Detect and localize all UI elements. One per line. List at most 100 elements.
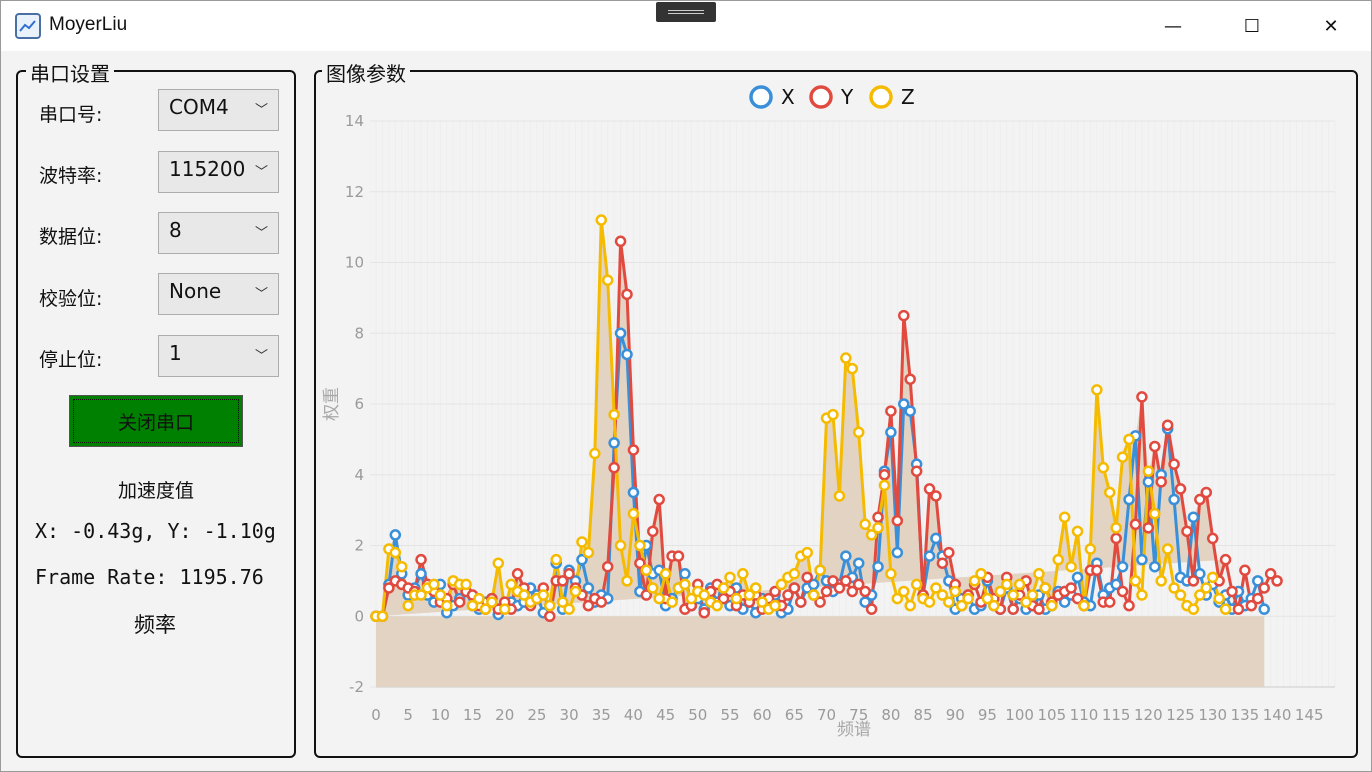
legend-marker-X [749, 85, 773, 109]
data-point-Z [595, 214, 608, 226]
data-point-Y [1174, 483, 1187, 495]
title-bar[interactable]: MoyerLiu — ☐ ✕ [1, 1, 1371, 51]
baud-select[interactable]: 115200 ﹀ [158, 151, 279, 193]
data-point-Y [782, 589, 794, 601]
data-point-X [807, 578, 820, 591]
data-point-Z [1039, 582, 1052, 594]
databits-label: 数据位: [39, 226, 103, 248]
data-point-Z [878, 479, 891, 492]
legend-label-Z: Z [901, 85, 915, 109]
data-point-Y [1252, 592, 1264, 605]
x-tick-label: 30 [560, 706, 579, 724]
data-point-Y [1065, 582, 1077, 594]
y-axis-label: 权重 [322, 387, 342, 421]
chevron-down-icon: ﹀ [254, 226, 268, 241]
data-point-Y [608, 461, 620, 474]
data-point-Y [852, 578, 865, 591]
data-point-Z [1200, 582, 1213, 594]
data-point-Z [402, 599, 414, 612]
data-point-Y [833, 582, 846, 594]
minimize-button[interactable]: — [1164, 15, 1182, 37]
data-point-Z [685, 592, 698, 605]
data-point-Y [910, 465, 923, 477]
data-point-Y [556, 575, 569, 587]
data-point-Z [737, 568, 749, 580]
data-point-Y [1226, 585, 1238, 598]
x-tick-label: 20 [495, 706, 514, 724]
port-select[interactable]: COM4 ﹀ [158, 89, 279, 131]
data-point-Z [634, 539, 646, 552]
legend-label-X: X [781, 85, 795, 109]
data-point-Y [891, 514, 904, 527]
data-point-Y [595, 596, 608, 608]
data-point-Y [653, 493, 665, 506]
x-tick-label: 10 [431, 706, 450, 724]
data-point-X [1058, 596, 1071, 608]
x-tick-label: 45 [656, 706, 675, 724]
data-point-Z [1116, 451, 1129, 463]
close-port-button[interactable]: 关闭串口 [69, 395, 243, 447]
data-point-Y [1239, 564, 1251, 577]
data-point-Z [1149, 507, 1161, 520]
data-point-Y [943, 546, 955, 559]
drag-handle[interactable] [656, 2, 716, 22]
maximize-button[interactable]: ☐ [1243, 15, 1261, 37]
data-point-X [923, 550, 936, 562]
data-point-Y [1149, 440, 1161, 453]
data-point-Y [383, 582, 395, 594]
data-point-Y [840, 575, 852, 587]
data-point-Y [865, 603, 878, 615]
data-point-Z [698, 589, 710, 601]
data-point-Z [1129, 575, 1142, 587]
stopbits-select[interactable]: 1 ﹀ [158, 335, 279, 377]
data-point-Y [647, 525, 659, 538]
stopbits-value: 1 [169, 341, 182, 365]
data-point-Y [1232, 603, 1245, 615]
parity-select[interactable]: None ﹀ [158, 273, 279, 315]
data-point-Z [395, 560, 408, 573]
data-point-Z [1052, 553, 1064, 566]
data-point-X [1168, 493, 1180, 506]
data-point-Z [1007, 589, 1019, 601]
data-point-Z [1058, 511, 1071, 523]
x-tick-label: 5 [403, 706, 413, 724]
data-point-Z [930, 582, 942, 594]
data-point-X [852, 557, 865, 569]
data-point-X [1258, 603, 1270, 615]
data-point-Z [486, 596, 498, 608]
data-point-Y [453, 596, 466, 608]
data-point-Z [1020, 596, 1032, 608]
data-point-X [872, 560, 884, 573]
close-window-button[interactable]: ✕ [1323, 15, 1339, 37]
data-point-Z [473, 592, 485, 605]
x-tick-label: 125 [1166, 706, 1195, 724]
chart-area: -2 0 2 4 6 8 10 12 14 0 5 10 15 20 25 30 35 40 45 50 55 60 65 7… [317, 73, 1355, 755]
data-point-Z [724, 571, 736, 584]
y-tick-label: 2 [354, 537, 364, 555]
x-tick-label: 145 [1295, 706, 1324, 724]
y-tick-label: 4 [354, 466, 364, 484]
data-point-X [621, 348, 633, 361]
data-point-Y [814, 596, 826, 608]
window-title: MoyerLiu [49, 14, 128, 35]
data-point-Y [614, 235, 627, 248]
data-point-X [840, 550, 852, 562]
data-point-Z [1168, 582, 1180, 594]
data-point-Z [1103, 486, 1116, 499]
data-point-X [1116, 560, 1129, 573]
data-point-Z [1078, 599, 1090, 612]
data-point-Z [679, 578, 691, 591]
data-point-Z [749, 582, 762, 594]
data-point-Z [1091, 384, 1103, 396]
parity-label: 校验位: [39, 288, 103, 310]
data-point-X [415, 568, 427, 580]
databits-select[interactable]: 8 ﹀ [158, 212, 279, 254]
serial-settings-title: 串口设置 [26, 58, 114, 87]
data-point-X [1187, 511, 1200, 523]
y-tick-label: 8 [354, 324, 364, 342]
data-point-Z [1033, 568, 1045, 580]
data-point-Z [1046, 599, 1058, 612]
data-point-Z [943, 596, 955, 608]
data-point-Z [569, 585, 582, 598]
data-point-Z [801, 546, 813, 559]
